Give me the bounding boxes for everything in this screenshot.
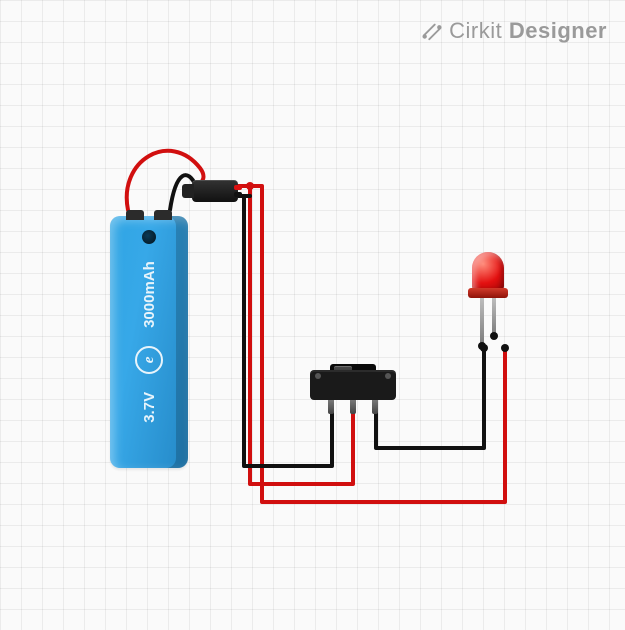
led-anode-leg	[480, 298, 484, 346]
battery-terminal-1	[126, 210, 144, 220]
wire-node	[501, 344, 509, 352]
component-lipo-battery[interactable]: 3.7V e 3000mAh	[110, 216, 188, 468]
led-cathode-leg	[492, 298, 496, 336]
battery-label: 3.7V e 3000mAh	[135, 242, 163, 442]
led-rim	[468, 288, 508, 298]
wire-node	[246, 182, 254, 190]
switch-pin-2	[350, 400, 356, 414]
battery-terminal-2	[154, 210, 172, 220]
watermark-brand-b: Designer	[509, 18, 607, 43]
logo-icon	[421, 20, 443, 42]
led-bulb	[472, 252, 504, 292]
switch-pin-1	[328, 400, 334, 414]
wire-pos-bus-to-led[interactable]	[250, 186, 505, 502]
battery-brand-glyph: e	[135, 346, 163, 374]
battery-capacity: 3000mAh	[141, 261, 158, 328]
connector-pin-neg	[234, 192, 242, 197]
component-jst-connector[interactable]	[192, 180, 238, 202]
switch-body	[310, 370, 396, 400]
wires-layer	[0, 0, 625, 630]
wire-pos-node-to-switch[interactable]	[250, 186, 353, 484]
component-slide-switch[interactable]	[310, 362, 396, 406]
led-cathode-node	[490, 332, 498, 340]
app-watermark: Cirkit Designer	[421, 18, 607, 44]
wire-neg-bus[interactable]	[244, 196, 332, 466]
led-anode-node	[478, 342, 486, 350]
watermark-brand-a: Cirkit	[449, 18, 502, 43]
battery-voltage: 3.7V	[141, 392, 158, 423]
component-led[interactable]	[468, 252, 508, 342]
circuit-canvas[interactable]: Cirkit Designer 3.7V e 3000mAh	[0, 0, 625, 630]
switch-pin-3	[372, 400, 378, 414]
connector-pin-pos	[234, 185, 242, 190]
